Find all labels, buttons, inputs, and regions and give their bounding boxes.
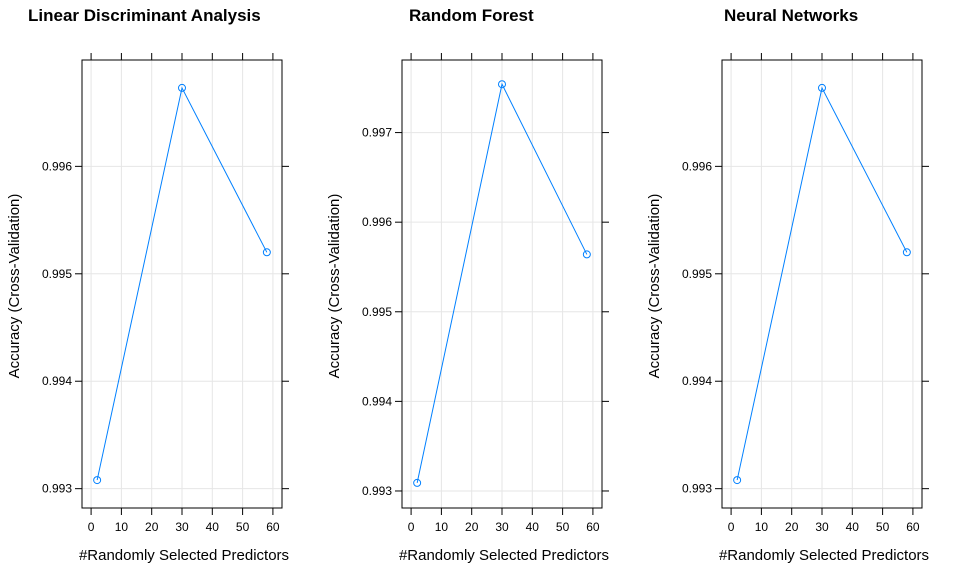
x-tick-label: 0 xyxy=(88,520,95,534)
data-point xyxy=(733,476,742,485)
x-tick-label: 60 xyxy=(906,520,920,534)
data-point xyxy=(902,248,911,257)
y-tick-label: 0.996 xyxy=(42,159,72,173)
x-tick-label: 40 xyxy=(206,520,220,534)
chart-panel-neural-networks: Neural Networks 0 10 20 30 40 50 60 0.993 0.994 0… xyxy=(640,0,960,576)
x-tick-label: 10 xyxy=(115,520,129,534)
y-tick-label: 0.993 xyxy=(42,482,72,496)
series-line xyxy=(736,86,908,481)
data-point xyxy=(93,476,102,485)
chart-svg: 0 10 20 30 40 50 60 0.993 0.994 0.995 0.996 #Random… xyxy=(6,53,289,564)
y-tick-label: 0.997 xyxy=(362,126,392,140)
x-axis-label: #Randomly Selected Predictors xyxy=(399,547,609,564)
y-tick-label: 0.993 xyxy=(362,484,392,498)
data-point xyxy=(818,83,826,92)
data-point xyxy=(178,83,186,92)
x-tick-label: 20 xyxy=(785,520,799,534)
chart-title: Neural Networks xyxy=(724,6,859,25)
x-tick-label: 60 xyxy=(586,520,600,534)
y-tick-label: 0.994 xyxy=(362,394,392,408)
x-tick-label: 30 xyxy=(175,520,189,534)
grid xyxy=(402,60,602,508)
x-tick-label: 20 xyxy=(145,520,159,534)
x-tick-label: 10 xyxy=(755,520,769,534)
x-axis-label: #Randomly Selected Predictors xyxy=(719,547,929,564)
series-line xyxy=(416,82,588,484)
y-axis-label: Accuracy (Cross-Validation) xyxy=(646,194,663,379)
y-tick-label: 0.995 xyxy=(682,267,712,281)
grid xyxy=(82,60,282,508)
y-axis-label: Accuracy (Cross-Validation) xyxy=(6,194,23,379)
x-tick-label: 10 xyxy=(435,520,449,534)
data-point xyxy=(582,250,591,259)
data-point xyxy=(262,248,271,257)
x-tick-label: 30 xyxy=(495,520,509,534)
y-tick-label: 0.994 xyxy=(42,374,72,388)
x-axis-label: #Randomly Selected Predictors xyxy=(79,547,289,564)
chart-svg: 0 10 20 30 40 50 60 0.993 0.994 0.995 0.996 0.997 #R… xyxy=(326,53,609,564)
x-tick-label: 50 xyxy=(876,520,890,534)
chart-title: Random Forest xyxy=(409,6,534,25)
chart-panel-random-forest: Random Forest 0 10 20 30 40 50 60 0.993 0.994 0.9… xyxy=(320,0,640,576)
y-axis-label: Accuracy (Cross-Validation) xyxy=(326,194,343,379)
x-tick-label: 40 xyxy=(846,520,860,534)
series-line xyxy=(96,86,268,481)
x-tick-label: 30 xyxy=(815,520,829,534)
x-tick-label: 60 xyxy=(266,520,280,534)
y-tick-label: 0.994 xyxy=(682,374,712,388)
data-point xyxy=(413,478,422,487)
y-tick-label: 0.996 xyxy=(682,159,712,173)
x-tick-label: 20 xyxy=(465,520,479,534)
y-tick-label: 0.995 xyxy=(362,305,392,319)
x-tick-label: 50 xyxy=(236,520,250,534)
x-tick-label: 0 xyxy=(408,520,415,534)
chart-title: Linear Discriminant Analysis xyxy=(28,6,261,25)
grid xyxy=(722,60,922,508)
x-tick-label: 40 xyxy=(526,520,540,534)
chart-panel-lda: Linear Discriminant Analysis 0 10 20 30 40 50… xyxy=(0,0,320,576)
y-tick-label: 0.995 xyxy=(42,267,72,281)
y-tick-label: 0.996 xyxy=(362,215,392,229)
data-point xyxy=(498,80,506,89)
y-tick-label: 0.993 xyxy=(682,482,712,496)
x-tick-label: 0 xyxy=(728,520,735,534)
x-tick-label: 50 xyxy=(556,520,570,534)
chart-svg: 0 10 20 30 40 50 60 0.993 0.994 0.995 0.996 #Random… xyxy=(646,53,929,564)
